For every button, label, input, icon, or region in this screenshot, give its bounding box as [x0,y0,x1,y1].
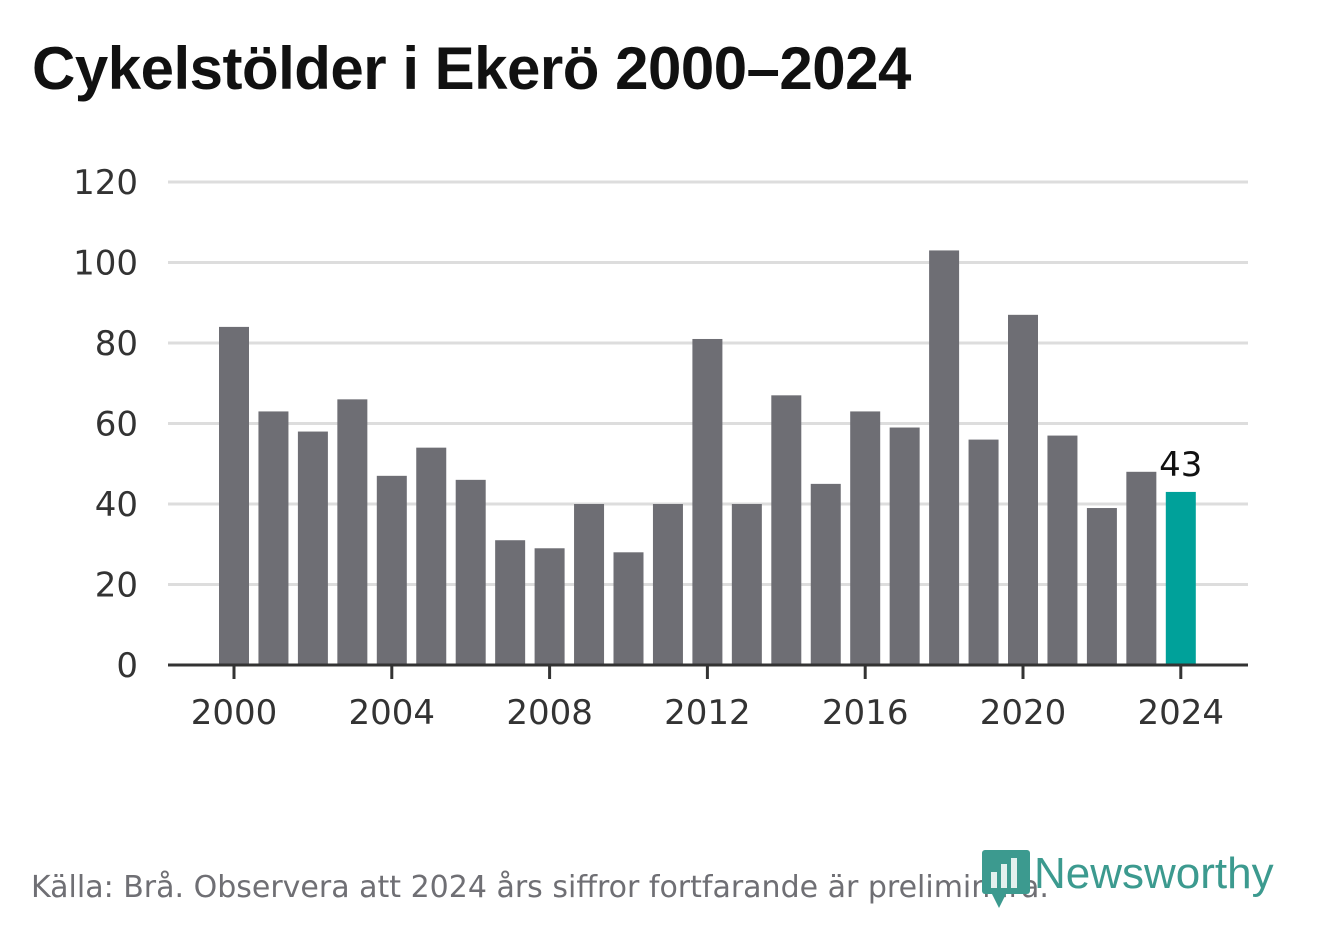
bar-2021 [1047,435,1078,665]
bar-2007 [495,540,526,665]
bar-2008 [534,548,565,665]
axes [168,663,1248,679]
bar-2015 [810,483,841,665]
y-tick-label: 100 [73,244,138,284]
y-tick-label: 60 [95,405,138,445]
y-tick-label: 20 [95,566,138,606]
bar-2009 [574,504,605,665]
bar-2010 [613,552,644,665]
bar-2013 [731,504,762,665]
newsworthy-logo: Newsworthy [982,850,1274,908]
bar-2000 [219,326,249,665]
y-tick-label: 120 [73,163,138,203]
bar-2012 [692,338,723,665]
tick-labels: 0 20 40 60 80 100 120 43 2000 2004 2008 2012 2016 202… [73,163,1224,733]
x-tick-label: 2024 [1138,693,1225,733]
y-tick-label: 0 [116,646,138,686]
x-tick-label: 2000 [191,693,278,733]
bar-2004 [376,475,407,665]
x-tick-label: 2020 [980,693,1067,733]
x-tick-label: 2012 [664,693,751,733]
bar-2011 [652,504,683,665]
bar-2014 [771,395,802,665]
bar-2003 [337,399,368,665]
bar-2006 [455,479,486,665]
bar-2017 [889,427,920,665]
newsworthy-logo-icon [982,850,1030,908]
chart-title: Cykelstölder i Ekerö 2000–2024 [32,35,911,102]
bar-2020 [1008,314,1038,665]
source-note: Källa: Brå. Observera att 2024 års siffr… [31,870,1049,905]
logo-text: Newsworthy [1034,849,1274,898]
bars [219,250,1196,666]
bar-2016 [850,411,881,665]
bar-2001 [258,411,289,665]
bar-2018 [929,250,960,666]
y-tick-label: 40 [95,485,138,525]
bar-2019 [968,439,999,665]
x-tick-label: 2004 [349,693,436,733]
bar-2024 [1165,491,1196,665]
data-label: 43 [1159,445,1202,485]
bar-2023 [1126,471,1157,665]
bar-2022 [1086,508,1117,665]
x-tick-label: 2016 [822,693,909,733]
bar-2002 [297,431,328,665]
y-tick-label: 80 [95,324,138,364]
bar-2005 [416,447,447,665]
x-tick-label: 2008 [506,693,593,733]
